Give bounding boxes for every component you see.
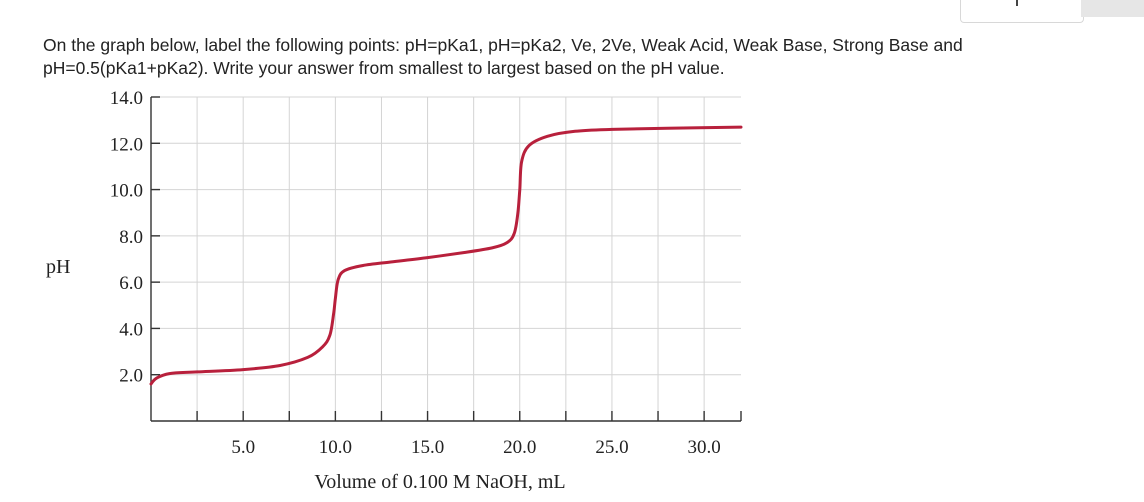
question-line-1: On the graph below, label the following … [43,35,963,55]
grid [151,96,741,421]
toolbar-button[interactable] [1081,0,1144,17]
x-tick-label: 5.0 [231,437,255,458]
x-tick-label: 25.0 [595,437,628,458]
question-line-2: pH=0.5(pKa1+pKa2). Write your answer fro… [43,58,725,78]
question-text: On the graph below, label the following … [43,34,1123,80]
y-ticks: 2.0 4.0 6.0 8.0 10.0 12.0 14.0 [110,88,160,387]
x-axis-label: Volume of 0.100 M NaOH, mL [314,471,565,493]
y-tick-label: 2.0 [119,366,143,387]
x-tick-label: 20.0 [503,437,536,458]
y-tick-label: 10.0 [110,181,143,202]
x-tick-label: 10.0 [319,437,352,458]
x-tick-label: 30.0 [688,437,721,458]
y-tick-label: 8.0 [119,227,143,248]
y-tick-label: 14.0 [110,88,143,109]
y-axis-label: pH [46,256,70,278]
toolbar-divider [1016,0,1018,6]
y-tick-label: 12.0 [110,134,143,155]
titration-curve [149,125,743,386]
x-tick-label: 15.0 [411,437,444,458]
y-tick-label: 6.0 [119,273,143,294]
y-tick-label: 4.0 [119,319,143,340]
x-ticks: 5.0 10.0 15.0 20.0 25.0 30.0 [196,411,742,458]
axes [150,97,741,422]
